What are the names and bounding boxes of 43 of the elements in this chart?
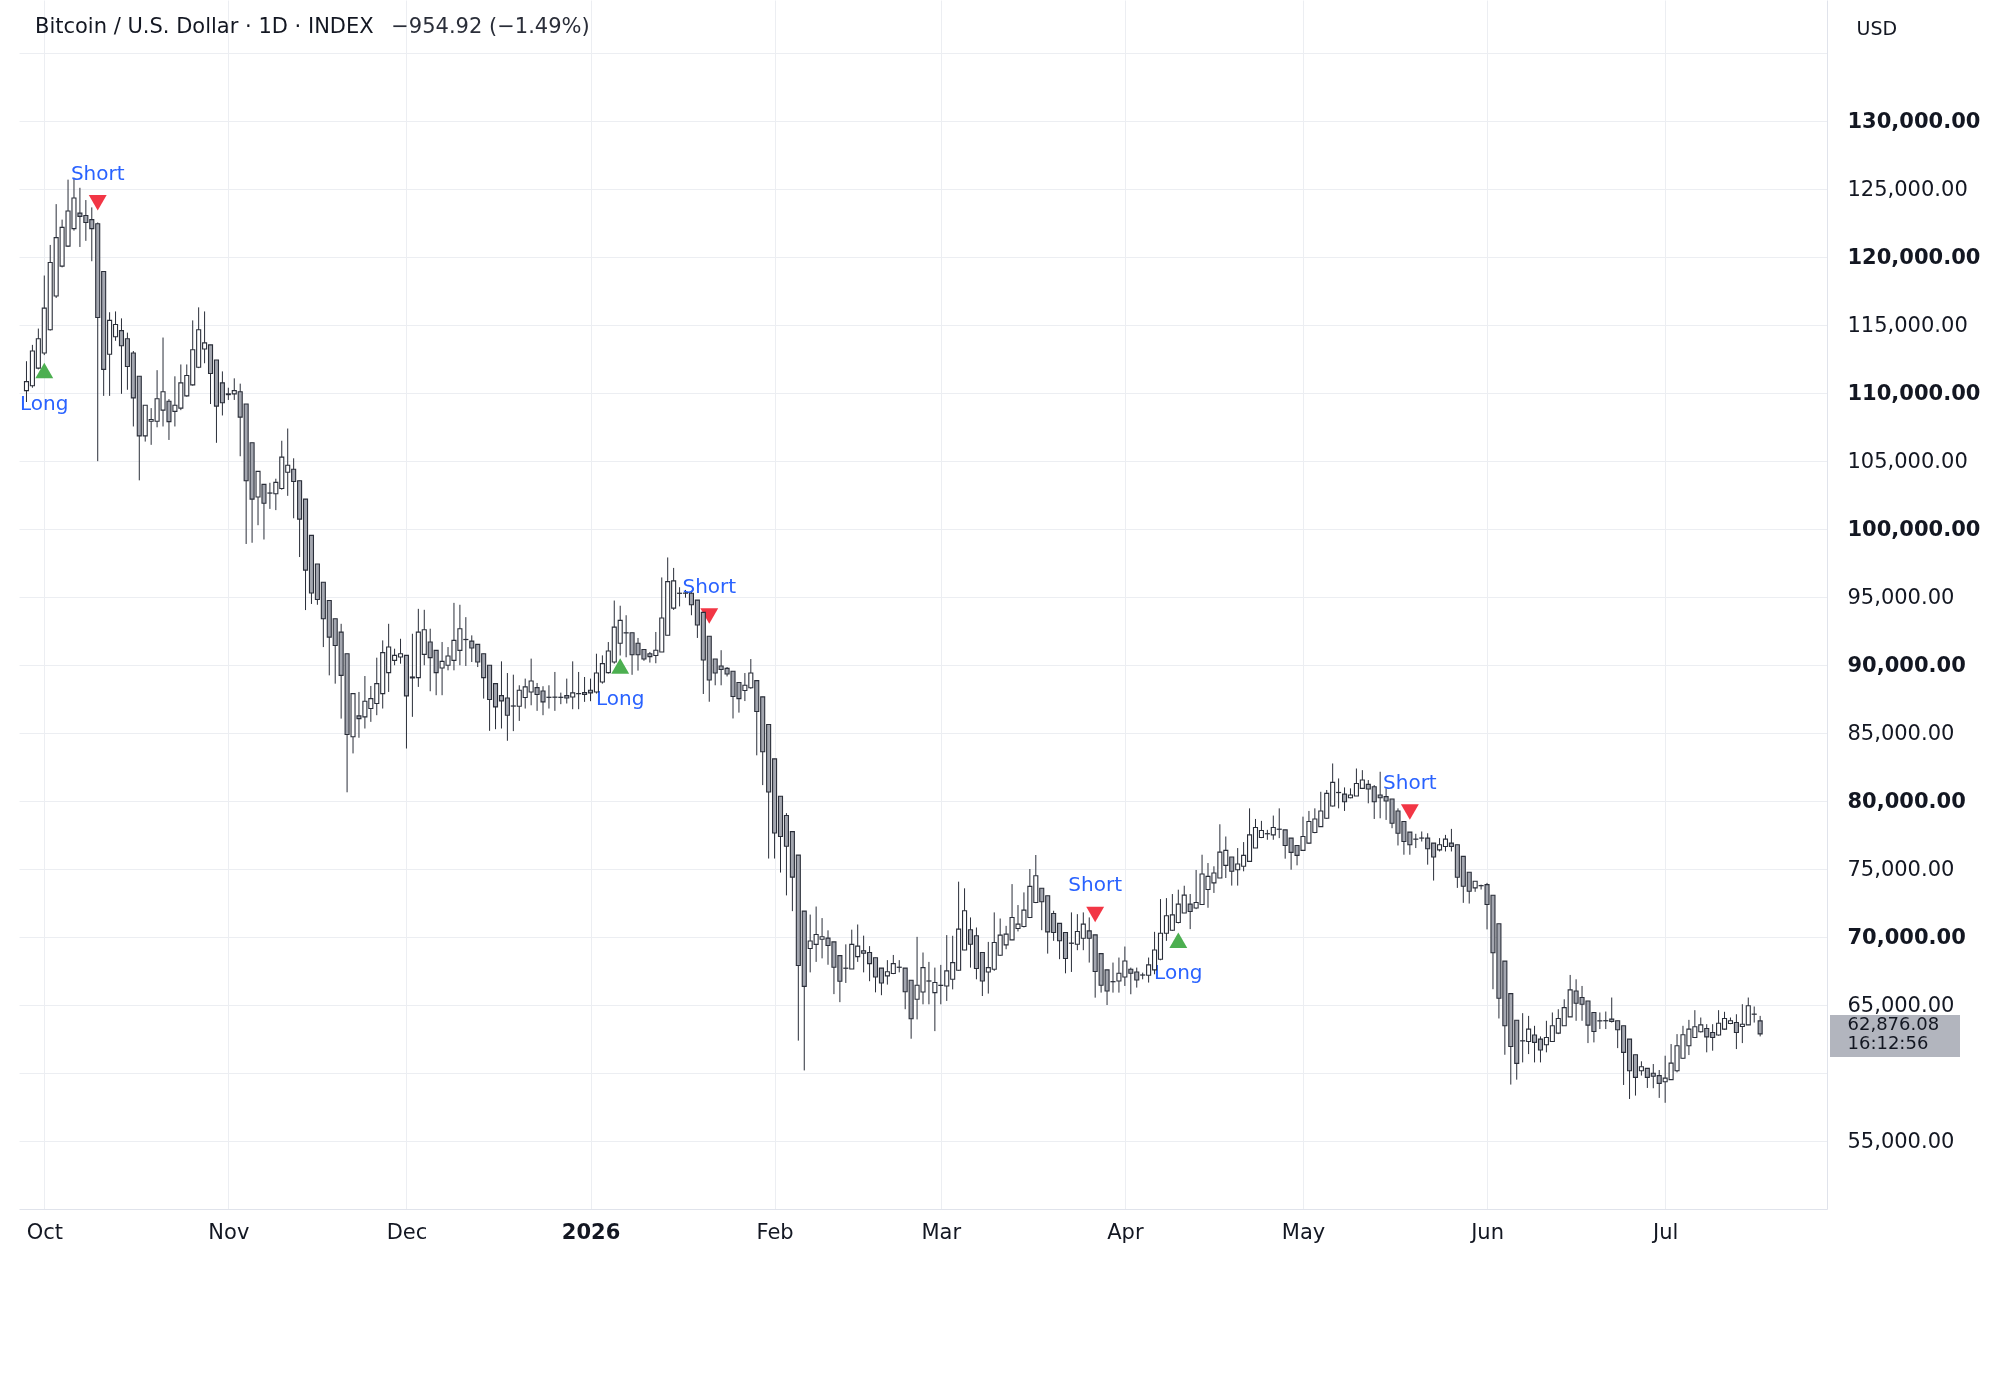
y-tick-label: 80,000.00 (1847, 788, 1966, 813)
series-label: Long (596, 685, 645, 710)
x-tick-label: Mar (921, 1219, 962, 1244)
text: Short (70, 160, 125, 185)
y-tick-label: 100,000.00 (1847, 516, 1981, 541)
text: −954.92 (−1.49%) (391, 14, 590, 38)
y-tick-label: 85,000.00 (1847, 720, 1955, 745)
y-tick-label: 70,000.00 (1847, 924, 1966, 949)
point (35, 362, 54, 379)
y-tick-label: 115,000.00 (1847, 312, 1968, 337)
x-tick-label: Dec (386, 1219, 428, 1244)
point (1169, 932, 1188, 948)
x-tick-label: Apr (1107, 1219, 1144, 1244)
y-axis-title: USD (1856, 16, 1898, 39)
point (1086, 906, 1105, 923)
y-tick-label: 130,000.00 (1847, 108, 1981, 133)
text: Long (1154, 960, 1203, 985)
candlestick (1757, 1015, 1763, 1037)
text: Bitcoin / U.S. Dollar · 1D · INDEX (35, 14, 374, 38)
x-tick-label: Jun (1469, 1219, 1504, 1244)
point (88, 194, 107, 211)
y-tick-label: 125,000.00 (1847, 176, 1968, 201)
y-tick-label: 120,000.00 (1847, 244, 1981, 269)
x-tick-label: 2026 (561, 1219, 621, 1244)
y-tick-label: 65,000.00 (1847, 992, 1955, 1017)
y-tick-label: 105,000.00 (1847, 448, 1968, 473)
text: Short (1068, 872, 1123, 897)
point (1400, 804, 1419, 820)
x-tick-label: May (1281, 1219, 1326, 1244)
point (611, 658, 630, 674)
x-tick-label: Oct (26, 1219, 63, 1244)
x-tick-label: Jul (1650, 1219, 1679, 1244)
point (700, 608, 719, 624)
y-tick-label: 75,000.00 (1847, 856, 1955, 881)
x-tick-label: Feb (756, 1219, 794, 1244)
series-label: Short (682, 573, 737, 598)
text: Long (20, 390, 69, 415)
text: Short (1383, 769, 1437, 794)
x-tick-label: Nov (208, 1219, 250, 1244)
y-tick-label: 90,000.00 (1847, 652, 1966, 677)
y-tick-label: 95,000.00 (1847, 584, 1955, 609)
y-tick-label: 110,000.00 (1847, 380, 1981, 405)
y-tick-label: 55,000.00 (1847, 1128, 1955, 1153)
